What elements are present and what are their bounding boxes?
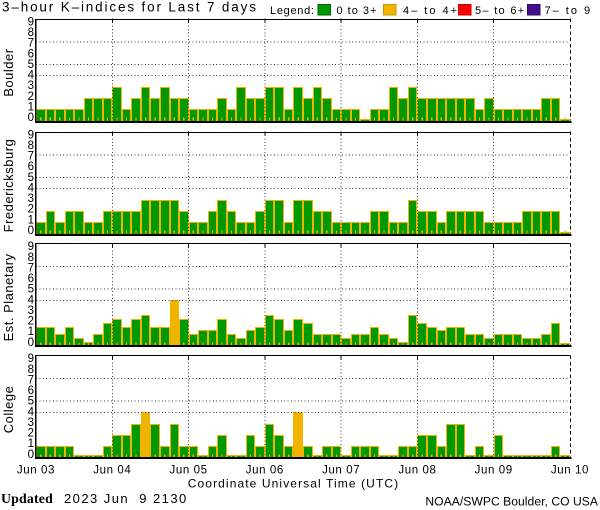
- svg-text:7: 7: [28, 151, 34, 163]
- svg-text:Est. Planetary: Est. Planetary: [1, 253, 16, 341]
- svg-text:Jun 06: Jun 06: [246, 465, 284, 477]
- svg-text:Legend:: Legend:: [270, 5, 315, 17]
- svg-text:4: 4: [28, 182, 35, 194]
- svg-text:7: 7: [28, 374, 34, 386]
- svg-text:4: 4: [28, 294, 35, 306]
- svg-text:3: 3: [28, 305, 34, 317]
- svg-text:6: 6: [28, 161, 34, 173]
- svg-text:9: 9: [28, 353, 34, 365]
- svg-text:3: 3: [28, 417, 34, 429]
- svg-text:9: 9: [28, 129, 34, 141]
- svg-text:4: 4: [28, 70, 35, 82]
- svg-text:5: 5: [28, 284, 34, 296]
- svg-text:3: 3: [28, 193, 34, 205]
- svg-text:Jun 09: Jun 09: [475, 465, 513, 477]
- svg-text:Jun 08: Jun 08: [398, 465, 436, 477]
- svg-text:7– to 9: 7– to 9: [545, 5, 593, 17]
- svg-text:6: 6: [28, 48, 34, 60]
- svg-text:7: 7: [28, 38, 34, 50]
- svg-text:Coordinate Universal Time (UTC: Coordinate Universal Time (UTC): [188, 477, 399, 491]
- svg-text:1: 1: [28, 214, 34, 226]
- svg-text:9: 9: [28, 16, 34, 28]
- svg-text:9: 9: [28, 241, 34, 253]
- svg-text:4: 4: [28, 406, 35, 418]
- svg-text:2023 Jun 9 2130: 2023 Jun 9 2130: [64, 491, 188, 506]
- svg-text:1: 1: [28, 438, 34, 450]
- svg-text:Jun 05: Jun 05: [169, 465, 207, 477]
- svg-text:6: 6: [28, 273, 34, 285]
- svg-text:5: 5: [28, 59, 34, 71]
- svg-text:Jun 04: Jun 04: [93, 465, 131, 477]
- svg-text:0: 0: [28, 225, 34, 237]
- svg-text:3: 3: [28, 80, 34, 92]
- svg-text:0: 0: [28, 449, 34, 461]
- svg-text:0 to 3+: 0 to 3+: [337, 5, 378, 17]
- svg-text:NOAA/SWPC Boulder, CO USA: NOAA/SWPC Boulder, CO USA: [425, 495, 599, 509]
- svg-text:Jun 03: Jun 03: [17, 465, 55, 477]
- svg-text:5– to 6+: 5– to 6+: [475, 5, 525, 17]
- svg-text:0: 0: [28, 112, 34, 124]
- svg-text:1: 1: [28, 101, 34, 113]
- svg-text:8: 8: [28, 140, 34, 152]
- svg-text:2: 2: [28, 316, 34, 328]
- svg-text:2: 2: [28, 91, 34, 103]
- svg-text:0: 0: [28, 337, 34, 349]
- svg-text:8: 8: [28, 364, 34, 376]
- svg-text:8: 8: [28, 27, 34, 39]
- svg-text:8: 8: [28, 252, 34, 264]
- svg-text:7: 7: [28, 262, 34, 274]
- svg-text:2: 2: [28, 428, 34, 440]
- svg-text:College: College: [1, 386, 16, 434]
- svg-text:6: 6: [28, 385, 34, 397]
- svg-text:4– to 4+: 4– to 4+: [403, 5, 459, 17]
- svg-text:Fredericksburg: Fredericksburg: [1, 139, 16, 233]
- svg-text:5: 5: [28, 172, 34, 184]
- svg-text:Updated: Updated: [1, 491, 53, 506]
- svg-text:Boulder: Boulder: [1, 48, 16, 96]
- svg-text:Jun 10: Jun 10: [551, 465, 589, 477]
- svg-text:5: 5: [28, 396, 34, 408]
- svg-text:Jun 07: Jun 07: [322, 465, 360, 477]
- svg-text:3–hour K–indices for Last 7 da: 3–hour K–indices for Last 7 days: [2, 0, 258, 15]
- svg-text:1: 1: [28, 326, 34, 338]
- svg-text:2: 2: [28, 204, 34, 216]
